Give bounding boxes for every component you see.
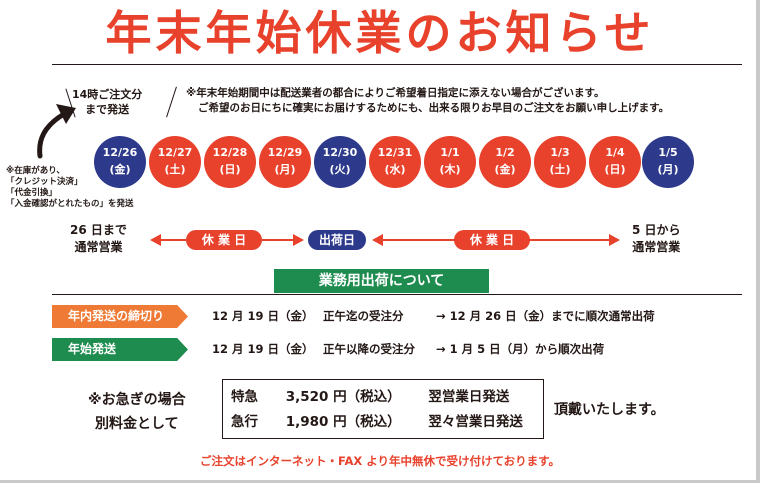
day-label: (金) — [494, 163, 516, 176]
business-shipping-heading: 業務用出荷について — [274, 269, 489, 293]
deadline-result: → 12 月 26 日（金）までに順次通常出荷 — [436, 309, 655, 323]
until-date: 26 日まで — [70, 223, 127, 237]
shipping-day-pill: 出荷日 — [308, 230, 366, 250]
section-divider — [52, 294, 742, 295]
day-label: (金) — [109, 163, 131, 176]
order-cutoff-line1: 14時ご注文分 — [72, 88, 143, 101]
footer-note: ご注文はインターネット・FAX より年中無休で受け付けております。 — [199, 454, 561, 468]
date-label: 1/1 — [440, 146, 460, 159]
note-line1: ※年末年始期間中は配送業者の都合によりご希望着日指定に添えない場合がございます。 — [186, 87, 605, 99]
normal-business-until: 26 日まで 通常営業 — [70, 222, 127, 256]
date-circle: 12/29 (月) — [259, 136, 311, 188]
stock-note: ※在庫があり、 「クレジット決済」 「代金引換」 「入金確認がとれたもの」を発送 — [6, 166, 134, 210]
deadline-date: 12 月 19 日（金） — [212, 309, 314, 323]
deadline-condition: 正午迄の受注分 — [323, 309, 404, 323]
fee-row-express: 特急 3,520 円（税込） 翌営業日発送 — [231, 386, 509, 408]
day-label: (火) — [329, 163, 351, 176]
fee-type: 急行 — [231, 414, 258, 430]
holiday-pill-1: 休 業 日 — [186, 230, 262, 250]
urgent-suffix: 頂戴いたします。 — [554, 402, 665, 418]
fee-delivery: 翌営業日発送 — [428, 389, 510, 405]
day-label: (水) — [384, 163, 406, 176]
title-divider — [52, 64, 742, 65]
date-label: 1/4 — [605, 146, 625, 159]
arrow-right-head — [293, 234, 304, 246]
day-label: (土) — [164, 163, 186, 176]
date-circle: 1/2 (金) — [479, 136, 531, 188]
arrow2-left-head — [372, 234, 383, 246]
date-label: 1/3 — [550, 146, 570, 159]
holiday-pill-2: 休 業 日 — [454, 230, 530, 250]
day-label: (日) — [604, 163, 626, 176]
new-year-condition: 正午以降の受注分 — [323, 342, 415, 356]
order-cutoff-label: 14時ご注文分 まで発送 — [72, 87, 142, 117]
date-label: 12/28 — [212, 146, 248, 159]
date-circle: 12/28 (日) — [204, 136, 256, 188]
fee-delivery: 翌々営業日発送 — [428, 414, 523, 430]
from-date: 5 日から — [632, 223, 681, 237]
arrow-left-head — [150, 234, 161, 246]
stock-note-line: 「入金確認がとれたもの」を発送 — [6, 199, 134, 209]
date-circle: 12/30 (火) — [314, 136, 366, 188]
date-circle: 12/27 (土) — [149, 136, 201, 188]
new-year-result: → 1 月 5 日（月）から順次出荷 — [436, 342, 605, 356]
bracket-right — [166, 86, 177, 118]
note-line2: ご希望のお日にちに確実にお届けするためにも、出来る限りお早目のご注文をお願い申し… — [198, 102, 670, 114]
date-circle: 1/1 (木) — [424, 136, 476, 188]
date-circle: 12/31 (水) — [369, 136, 421, 188]
date-circle: 1/3 (土) — [534, 136, 586, 188]
order-cutoff-line2: まで発送 — [85, 103, 130, 116]
normal-business-from: 5 日から 通常営業 — [632, 222, 681, 256]
date-label: 12/30 — [322, 146, 358, 159]
fee-row-rapid: 急行 1,980 円（税込） 翌々営業日発送 — [231, 411, 523, 433]
stock-note-line: 「代金引換」 — [6, 188, 58, 198]
frame-edge — [0, 480, 760, 483]
fee-price: 1,980 円（税込） — [285, 414, 401, 430]
day-label: (月) — [657, 163, 679, 176]
date-label: 12/27 — [157, 146, 193, 159]
urgent-note: ※お急ぎの場合 別料金として — [88, 388, 186, 436]
date-label: 1/2 — [495, 146, 515, 159]
page-title: 年末年始休業のお知らせ — [105, 6, 655, 60]
date-label: 12/29 — [267, 146, 303, 159]
day-label: (木) — [439, 163, 461, 176]
fee-type: 特急 — [231, 389, 258, 405]
deadline-tag: 年内発送の締切り — [52, 305, 188, 328]
day-label: (土) — [549, 163, 571, 176]
date-label: 12/26 — [102, 146, 138, 159]
from-label: 通常営業 — [632, 240, 681, 254]
day-label: (日) — [219, 163, 241, 176]
date-circle: 1/5 (月) — [642, 136, 694, 188]
delivery-notes: ※年末年始期間中は配送業者の都合によりご希望着日指定に添えない場合がございます。… — [186, 86, 669, 116]
fee-price: 3,520 円（税込） — [285, 389, 401, 405]
curved-arrow-icon — [37, 104, 76, 159]
day-label: (月) — [274, 163, 296, 176]
urgent-line1: ※お急ぎの場合 — [88, 392, 186, 408]
stock-note-line: 「クレジット決済」 — [6, 177, 83, 187]
stock-note-line: ※在庫があり、 — [6, 166, 65, 176]
until-label: 通常営業 — [74, 240, 123, 254]
date-circle: 1/4 (日) — [589, 136, 641, 188]
fee-table: 特急 3,520 円（税込） 翌営業日発送 急行 1,980 円（税込） 翌々営… — [222, 379, 544, 439]
date-label: 1/5 — [658, 146, 678, 159]
date-calendar-row: 12/26 (金) 12/27 (土) 12/28 (日) 12/29 (月) 12/3… — [94, 136, 694, 192]
new-year-date: 12 月 19 日（金） — [212, 342, 314, 356]
urgent-line2: 別料金として — [95, 416, 179, 432]
new-year-tag: 年始発送 — [52, 338, 188, 361]
frame-edge — [756, 0, 760, 483]
date-circle: 12/26 (金) — [94, 136, 146, 188]
arrow2-right-head — [609, 234, 620, 246]
date-label: 12/31 — [377, 146, 413, 159]
